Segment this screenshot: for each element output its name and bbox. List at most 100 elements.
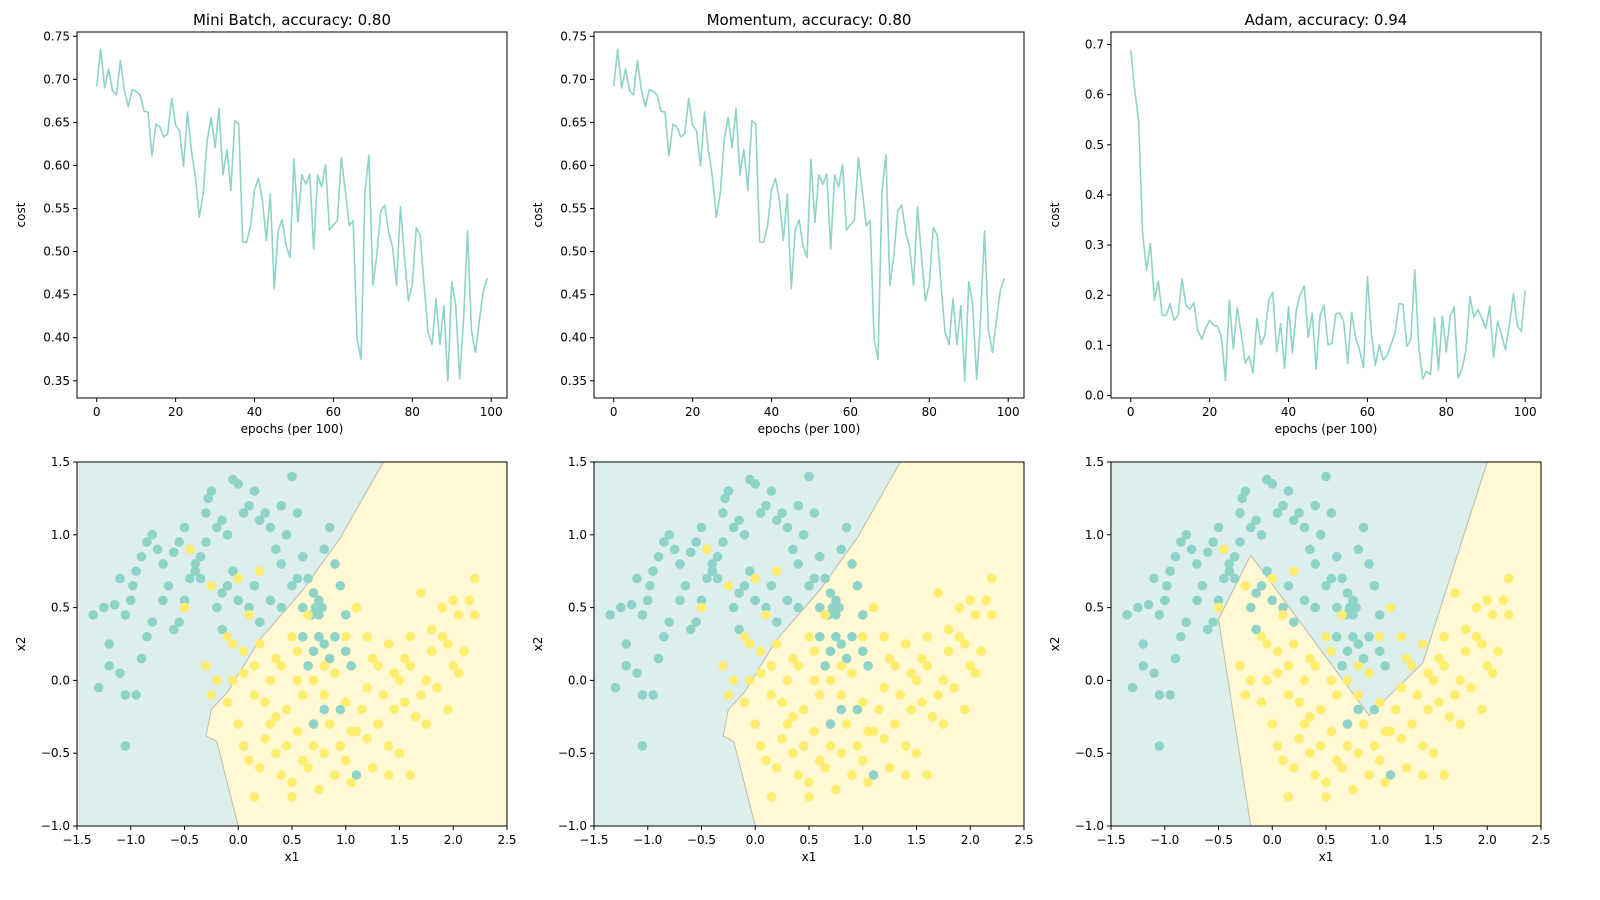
scatter-point-class0 [771, 617, 782, 627]
scatter-point-class0 [1348, 610, 1358, 620]
scatter-point-class0 [174, 537, 184, 547]
y-axis-label: x2 [1048, 637, 1062, 652]
scatter-point-class0 [1262, 566, 1272, 576]
scatter-point-class1 [771, 762, 782, 773]
scatter-point-class1 [1299, 675, 1310, 686]
scatter-point-class0 [1364, 631, 1374, 642]
scatter-point-class1 [233, 719, 244, 729]
x-tick-label: 2.0 [1478, 833, 1497, 847]
scatter-point-class1 [890, 719, 900, 729]
scatter-point-class0 [125, 595, 136, 606]
scatter-point-class0 [1235, 537, 1245, 547]
y-tick-label: 0.70 [43, 72, 70, 86]
scatter-point-class0 [276, 559, 287, 569]
y-tick-label: 0.35 [43, 374, 70, 388]
x-tick-label: 0.5 [1316, 833, 1335, 847]
scatter-point-class1 [820, 610, 830, 620]
scatter-point-class1 [1374, 631, 1385, 642]
scatter-point-class1 [1353, 690, 1364, 700]
scatter-point-class1 [346, 726, 356, 737]
scatter-point-class1 [1503, 610, 1514, 620]
scatter-point-class1 [421, 719, 432, 729]
scatter-point-class1 [879, 631, 890, 642]
scatter-point-class0 [317, 602, 327, 613]
scatter-point-class1 [249, 661, 260, 671]
x-tick-label: 0.0 [746, 833, 765, 847]
scatter-point-class0 [766, 486, 777, 496]
scatter-point-class1 [761, 755, 771, 766]
scatter-point-class0 [152, 544, 163, 555]
scatter-point-class0 [1358, 653, 1369, 664]
scatter-point-class0 [1305, 544, 1315, 555]
scatter-point-class1 [1460, 624, 1471, 635]
subplot-2: 0 20 40 60 80 100 0.35 0.40 0.45 0.50 0.55 0.60 0.65… [531, 11, 1025, 436]
scatter-point-class0 [825, 646, 836, 657]
y-tick-label: 1.0 [51, 528, 70, 542]
decision-boundary [722, 462, 901, 826]
y-tick-label: 1.5 [51, 455, 70, 469]
x-tick-label: −1.0 [1150, 833, 1179, 847]
scatter-point-class0 [648, 566, 658, 576]
scatter-point-class1 [1305, 653, 1315, 664]
scatter-point-class0 [1224, 559, 1235, 569]
scatter-point-class0 [120, 741, 131, 751]
scatter-point-class0 [804, 580, 814, 591]
scatter-point-class0 [308, 719, 319, 729]
y-tick-label: −1.0 [1075, 819, 1104, 833]
scatter-point-class1 [378, 690, 389, 700]
scatter-point-class1 [809, 726, 820, 737]
scatter-point-class1 [1321, 777, 1331, 788]
scatter-point-class1 [1321, 792, 1331, 802]
scatter-point-class0 [1267, 595, 1278, 606]
y-tick-label: 0.55 [43, 202, 70, 216]
y-axis-label: cost [1048, 202, 1062, 227]
scatter-point-class1 [836, 690, 847, 700]
scatter-point-class0 [847, 631, 857, 642]
scatter-point-class1 [761, 610, 771, 620]
scatter-point-class1 [1267, 719, 1278, 729]
scatter-point-class1 [1401, 762, 1412, 773]
scatter-point-class1 [911, 675, 922, 686]
scatter-point-class1 [271, 748, 281, 758]
scatter-point-class0 [120, 610, 131, 620]
scatter-point-class0 [831, 631, 841, 642]
scatter-point-class1 [879, 682, 890, 693]
scatter-point-class1 [1267, 573, 1278, 584]
scatter-point-class1 [766, 661, 777, 671]
scatter-point-class0 [728, 522, 739, 533]
scatter-point-class1 [1288, 639, 1299, 649]
scatter-point-class0 [217, 624, 227, 635]
scatter-point-class1 [276, 661, 287, 671]
x-tick-label: 1.0 [853, 833, 872, 847]
scatter-point-class0 [1337, 573, 1347, 584]
scatter-point-class1 [260, 697, 270, 708]
scatter-point-class0 [645, 580, 655, 591]
scatter-point-class1 [287, 631, 297, 642]
y-tick-label: 0.60 [43, 158, 70, 172]
scatter-point-class1 [1455, 675, 1466, 686]
x-tick-label: −1.0 [633, 833, 662, 847]
scatter-point-class1 [1364, 668, 1374, 678]
x-axis-label: epochs (per 100) [1275, 422, 1378, 436]
scatter-point-class0 [809, 573, 820, 584]
x-tick-label: 100 [997, 405, 1020, 419]
scatter-point-class1 [426, 646, 437, 657]
y-tick-label: 1.0 [1085, 528, 1104, 542]
scatter-point-class0 [1342, 719, 1353, 729]
y-tick-label: 0.3 [1085, 238, 1104, 252]
scatter-point-class0 [281, 530, 292, 540]
scatter-point-class1 [723, 690, 734, 700]
scatter-point-class0 [755, 508, 766, 518]
scatter-point-class0 [228, 566, 238, 576]
scatter-point-class0 [276, 602, 287, 613]
scatter-point-class1 [1326, 675, 1337, 686]
scatter-point-class1 [841, 719, 852, 729]
scatter-point-class1 [1471, 631, 1482, 642]
scatter-point-class1 [432, 682, 442, 693]
x-tick-label: 0 [610, 405, 618, 419]
scatter-point-class0 [1213, 595, 1224, 606]
scatter-point-class1 [804, 777, 814, 788]
scatter-point-class0 [841, 522, 852, 533]
scatter-point-class1 [718, 661, 728, 671]
scatter-point-class0 [1149, 573, 1159, 584]
